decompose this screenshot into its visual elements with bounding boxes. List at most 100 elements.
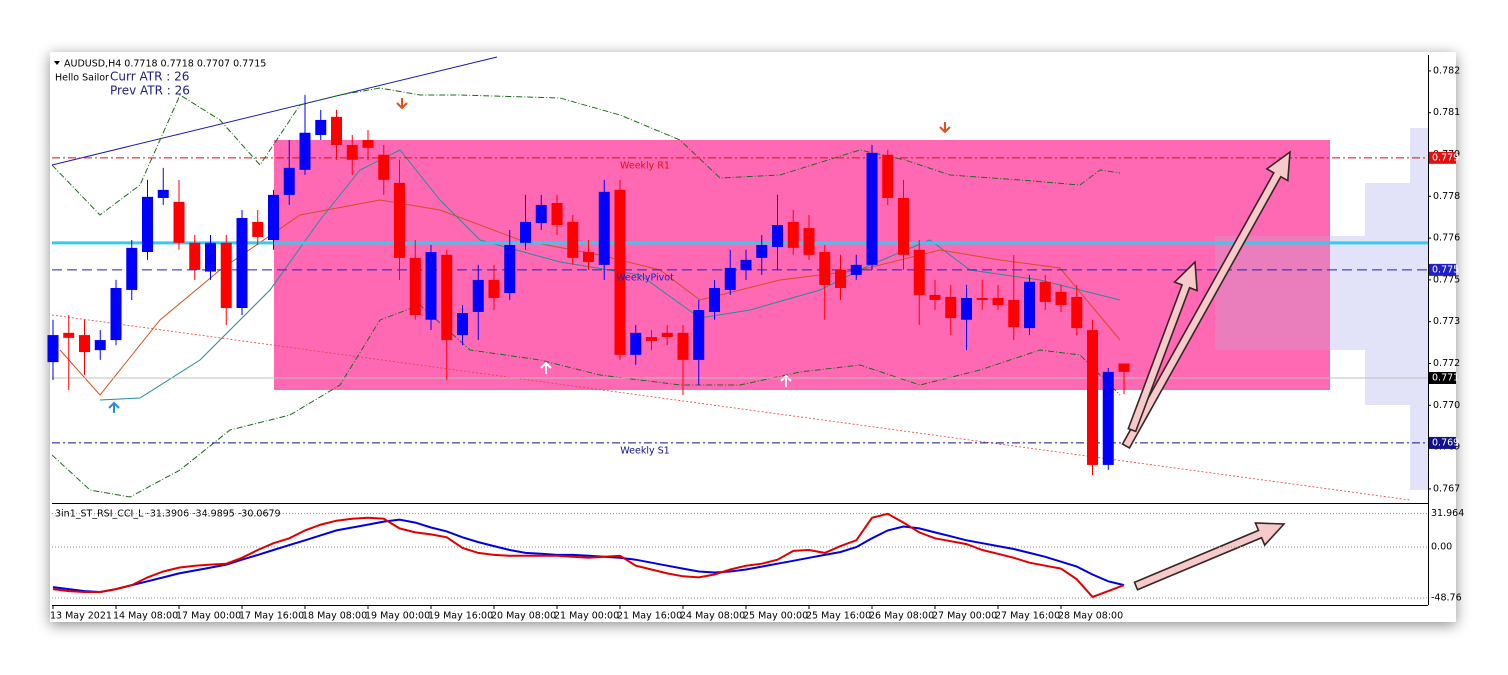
candle-body (630, 332, 642, 355)
candles (47, 94, 1428, 475)
y-tick-label: 0.00 (1431, 542, 1452, 553)
candle-body (976, 298, 988, 300)
volume-profile (1365, 183, 1410, 405)
candle-body (394, 182, 405, 258)
price-line-name: Weekly S1 (620, 445, 669, 456)
signal-arrow (108, 401, 120, 413)
candle-body (1118, 363, 1130, 372)
candle-body (252, 221, 264, 237)
volume-profile (1410, 128, 1428, 490)
x-tick-label: 14 May 08:00 (113, 611, 178, 622)
x-tick-label: 19 May 00:00 (365, 611, 430, 622)
signal-arrow (396, 98, 408, 110)
candle-body (331, 116, 342, 146)
candle-body (567, 221, 579, 258)
candle-body (63, 332, 75, 338)
y-tick-label: 0.773 (1433, 316, 1460, 327)
candle-body (803, 228, 815, 255)
candle-body (472, 279, 484, 312)
candle-body (1055, 291, 1067, 305)
y-tick-label: -48.76 (1431, 593, 1462, 604)
candle-body (724, 267, 736, 290)
y-tick-label: 0.770 (1433, 400, 1460, 411)
candle-body (992, 298, 1004, 305)
candle-body (1102, 371, 1114, 465)
candle-body (882, 154, 894, 198)
candle-body (677, 332, 689, 360)
price-label: 0.775 (1432, 264, 1459, 275)
x-tick-label: 17 May 00:00 (176, 611, 241, 622)
candle-body (1039, 281, 1051, 302)
x-tick-label: 19 May 16:00 (428, 611, 493, 622)
y-tick-label: 0.778 (1433, 191, 1460, 202)
candle-body (535, 204, 547, 224)
x-tick-label: 28 May 08:00 (1058, 611, 1123, 622)
chart-title: AUDUSD,H4 0.7718 0.7718 0.7707 0.7715 (64, 59, 266, 70)
price-label: 0.771 (1432, 372, 1459, 383)
candle-body (661, 332, 673, 338)
candle-body (409, 257, 421, 316)
candle-body (866, 152, 878, 265)
candle-body (79, 335, 90, 353)
annotation: Prev ATR : 26 (110, 84, 190, 98)
price-line-name: WeeklyPivot (616, 272, 674, 283)
candle-body (268, 194, 279, 241)
price-label-box (1429, 436, 1456, 449)
candle-body (756, 245, 768, 258)
y-tick-label: 0.782 (1433, 65, 1460, 76)
price-label-box (1429, 151, 1456, 164)
y-tick-label: 0.775 (1433, 274, 1460, 285)
candle-body (819, 252, 831, 285)
candle-body (1087, 330, 1098, 465)
price-label: 0.779 (1432, 152, 1459, 163)
candle-body (850, 264, 862, 275)
annotation: Hello Sailor (55, 73, 109, 84)
candle-body (504, 245, 516, 293)
y-tick-label: 31.964 (1431, 508, 1464, 519)
candle-body (551, 202, 563, 225)
candle-body (787, 221, 799, 248)
candle-body (173, 201, 185, 243)
candle-body (1008, 299, 1020, 327)
candle-body (157, 189, 169, 198)
x-tick-label: 24 May 08:00 (680, 611, 745, 622)
x-tick-label: 27 May 00:00 (932, 611, 997, 622)
x-tick-label: 21 May 16:00 (617, 611, 682, 622)
candle-body (598, 191, 610, 265)
candle-body (283, 167, 295, 195)
candle-body (961, 298, 972, 320)
y-tick-label: 0.776 (1433, 233, 1460, 244)
candle-body (583, 252, 594, 263)
x-tick-label: 25 May 00:00 (743, 611, 808, 622)
candle-body (142, 196, 153, 253)
price-label-box (1429, 371, 1456, 384)
price-line-name: Weekly R1 (620, 160, 670, 171)
candle-body (205, 242, 216, 272)
candle-body (299, 132, 311, 170)
candle-body (315, 119, 327, 135)
indicator-line (52, 512, 1125, 599)
candle-body (709, 287, 720, 312)
x-tick-label: 27 May 16:00 (995, 611, 1060, 622)
candle-body (378, 154, 390, 180)
candle-body (945, 296, 957, 319)
candle-body (913, 249, 925, 295)
x-tick-label: 20 May 08:00 (491, 611, 556, 622)
candle-body (520, 221, 531, 243)
candle-body (47, 335, 59, 363)
menu-triangle (54, 61, 60, 65)
candle-body (740, 259, 752, 270)
price-label: 0.769 (1432, 437, 1459, 448)
x-tick-label: 18 May 08:00 (302, 611, 367, 622)
annotation-arrows (1121, 150, 1291, 591)
annotation: Curr ATR : 26 (110, 70, 189, 84)
trend-line (52, 56, 498, 166)
candle-body (646, 337, 657, 341)
price-label-box (1429, 263, 1456, 276)
signal-arrow (939, 122, 951, 134)
candle-body (236, 218, 248, 309)
candle-body (441, 254, 453, 341)
